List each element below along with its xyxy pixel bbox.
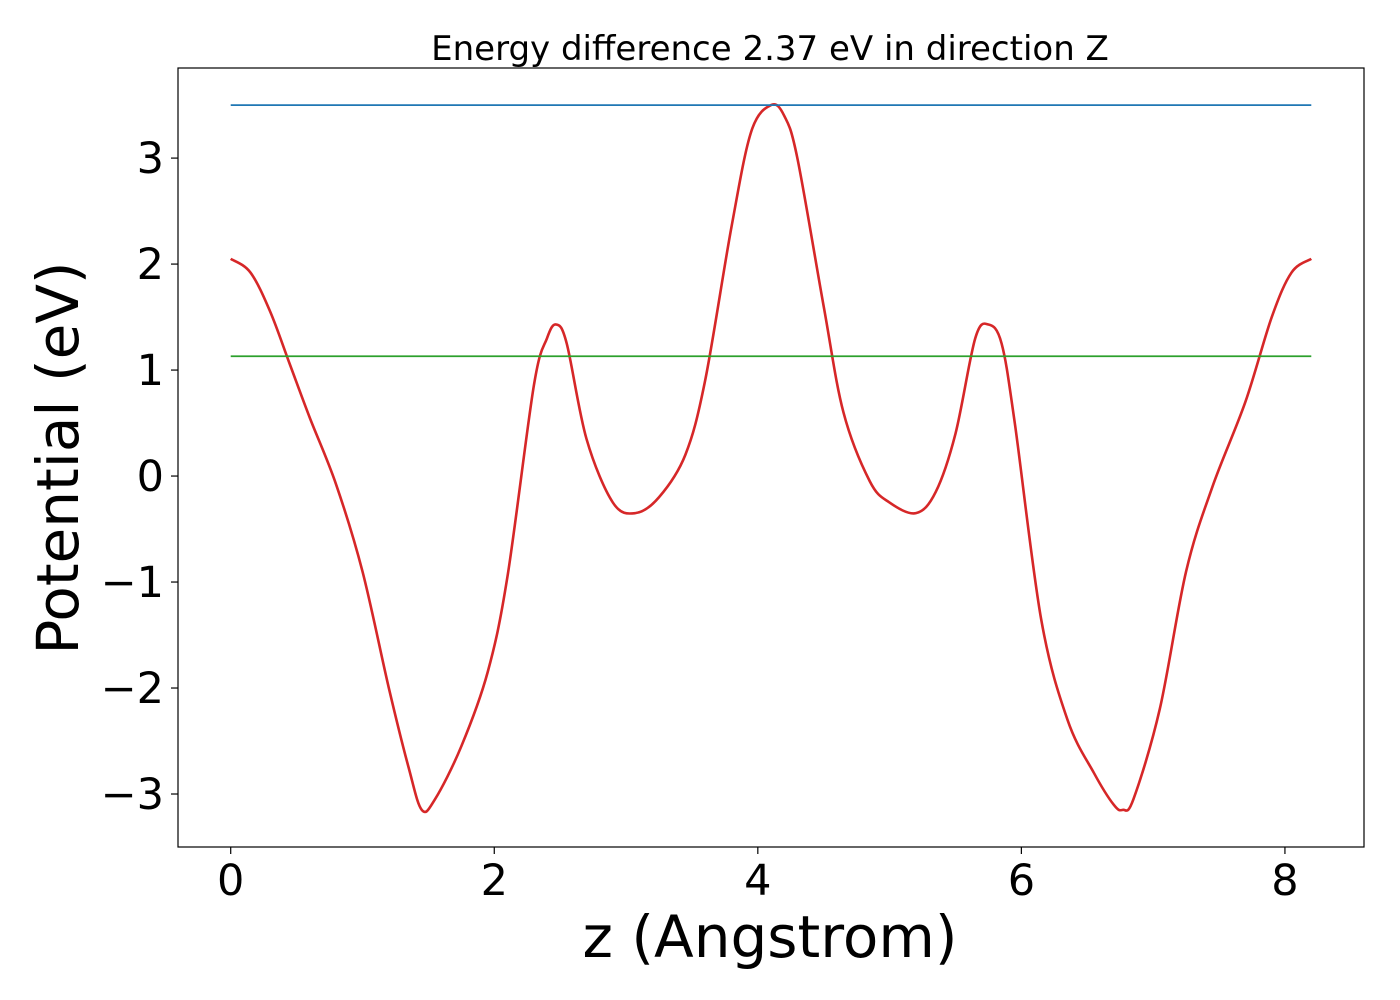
x-tick-label: 8 xyxy=(1271,856,1298,906)
chart-title: Energy difference 2.37 eV in direction Z xyxy=(431,29,1109,69)
y-axis: −3 −2 −1 0 1 2 3 xyxy=(101,134,178,820)
y-tick-label: −3 xyxy=(101,770,164,820)
series-layer xyxy=(229,103,1313,814)
y-tick-label: −1 xyxy=(101,558,164,608)
y-tick-label: 2 xyxy=(137,240,164,290)
y-tick-label: 0 xyxy=(137,452,164,502)
x-tick-label: 6 xyxy=(1008,856,1035,906)
x-tick-label: 0 xyxy=(217,856,244,906)
y-tick-label: 3 xyxy=(137,134,164,184)
y-axis-label: Potential (eV) xyxy=(24,261,92,654)
x-tick-label: 4 xyxy=(744,856,771,906)
x-axis: 0 2 4 6 8 xyxy=(217,847,1299,906)
x-tick-label: 2 xyxy=(481,856,508,906)
y-tick-label: −2 xyxy=(101,664,164,714)
series-line-1 xyxy=(229,103,1313,814)
x-axis-label: z (Angstrom) xyxy=(583,903,958,971)
plot-frame xyxy=(177,67,1365,848)
y-tick-label: 1 xyxy=(137,346,164,396)
